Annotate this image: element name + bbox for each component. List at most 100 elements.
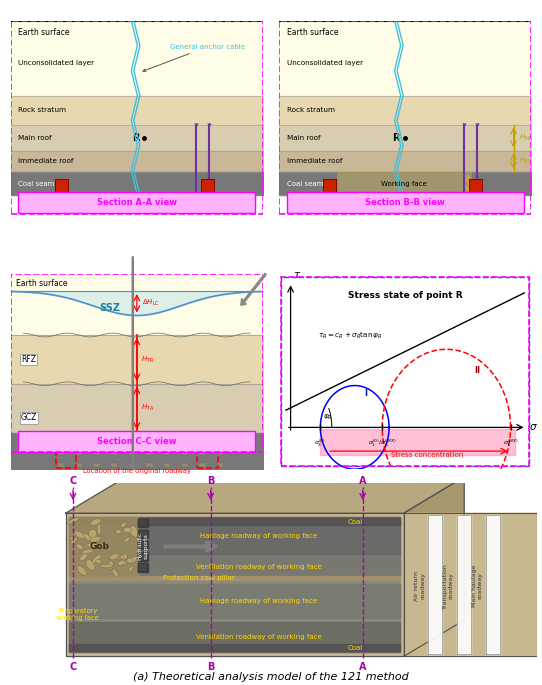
Ellipse shape — [118, 560, 125, 565]
Bar — [337, 172, 470, 195]
Ellipse shape — [90, 536, 101, 542]
Text: SSZ: SSZ — [99, 303, 120, 312]
Bar — [199, 438, 205, 443]
Text: Transportation
roadway: Transportation roadway — [443, 563, 454, 609]
Bar — [182, 462, 188, 466]
Ellipse shape — [108, 563, 114, 569]
Text: Immediate roof: Immediate roof — [287, 158, 342, 164]
Bar — [55, 179, 68, 195]
Text: R: R — [132, 132, 139, 142]
Text: Roadway: Roadway — [192, 197, 223, 203]
Text: Ventilation roadway of working face: Ventilation roadway of working face — [196, 564, 322, 570]
Ellipse shape — [68, 518, 79, 524]
Ellipse shape — [71, 537, 78, 544]
Ellipse shape — [120, 555, 127, 560]
Bar — [164, 450, 170, 455]
Text: $\sigma_3^{(0)}$: $\sigma_3^{(0)}$ — [314, 437, 326, 449]
Text: RFZ: RFZ — [21, 355, 36, 364]
Bar — [199, 462, 205, 466]
Bar — [217, 438, 223, 443]
Text: $H_{\rm TR}$: $H_{\rm TR}$ — [140, 354, 154, 364]
Bar — [128, 450, 135, 455]
Text: $\varphi_R$: $\varphi_R$ — [322, 413, 332, 422]
Text: $H_{\rm CM}$: $H_{\rm CM}$ — [470, 179, 483, 188]
Text: C: C — [69, 662, 76, 673]
Ellipse shape — [89, 530, 96, 538]
Bar — [111, 462, 117, 466]
Ellipse shape — [95, 560, 101, 564]
Polygon shape — [69, 580, 400, 652]
Text: Working face: Working face — [381, 181, 427, 186]
Polygon shape — [69, 622, 400, 652]
Text: Hydraulic
supports: Hydraulic supports — [138, 532, 149, 560]
Text: Roadway: Roadway — [314, 197, 345, 203]
Polygon shape — [69, 584, 400, 618]
Bar — [76, 438, 82, 443]
Ellipse shape — [130, 557, 137, 563]
Polygon shape — [138, 541, 148, 549]
Bar — [164, 462, 170, 466]
Bar — [164, 438, 170, 443]
Polygon shape — [138, 563, 148, 572]
Ellipse shape — [108, 561, 113, 568]
Text: Earth surface: Earth surface — [16, 279, 67, 288]
Bar — [76, 462, 82, 466]
Ellipse shape — [123, 553, 127, 559]
Bar — [182, 450, 188, 455]
Polygon shape — [69, 575, 400, 580]
Bar — [76, 450, 82, 455]
Bar — [199, 450, 205, 455]
Text: Coal seam: Coal seam — [18, 181, 55, 186]
Text: $\tau$: $\tau$ — [293, 270, 301, 279]
Text: R: R — [392, 132, 400, 142]
Bar — [279, 21, 531, 214]
Polygon shape — [66, 513, 404, 656]
Polygon shape — [69, 645, 400, 651]
Text: I: I — [364, 389, 367, 398]
Ellipse shape — [76, 544, 83, 549]
Polygon shape — [404, 477, 464, 656]
Text: Stress concentration: Stress concentration — [391, 451, 463, 458]
Text: $\sigma$: $\sigma$ — [529, 423, 538, 432]
Ellipse shape — [100, 564, 113, 568]
Text: $\sigma_1^{(MX)}$: $\sigma_1^{(MX)}$ — [502, 437, 519, 449]
Text: Earth surface: Earth surface — [287, 27, 338, 36]
Ellipse shape — [124, 537, 130, 543]
Bar — [323, 179, 336, 195]
Text: Ventilation roadway of working face: Ventilation roadway of working face — [196, 634, 322, 640]
Text: Rock stratum: Rock stratum — [287, 108, 335, 113]
Text: Roadway: Roadway — [46, 197, 77, 203]
Text: Earth surface: Earth surface — [18, 27, 70, 36]
Text: Gob: Gob — [89, 542, 109, 551]
Bar — [58, 462, 64, 466]
Ellipse shape — [74, 531, 85, 538]
Text: Section C-C view: Section C-C view — [97, 437, 177, 446]
Bar — [217, 450, 223, 455]
Ellipse shape — [86, 560, 95, 571]
Text: $\tau_R = c_R + \sigma_R \tan\varphi_R$: $\tau_R = c_R + \sigma_R \tan\varphi_R$ — [318, 331, 383, 341]
Bar — [146, 450, 153, 455]
Polygon shape — [404, 513, 537, 656]
Text: II: II — [474, 366, 480, 375]
Text: Haulage roadway of working face: Haulage roadway of working face — [201, 534, 318, 539]
Ellipse shape — [98, 523, 101, 534]
Text: Preparatory
working face: Preparatory working face — [56, 608, 99, 621]
Ellipse shape — [109, 553, 119, 560]
Text: Haulage roadway of working face: Haulage roadway of working face — [201, 598, 318, 604]
Text: B: B — [207, 476, 214, 486]
Bar — [56, 438, 76, 468]
Text: $H_{\rm IR}$: $H_{\rm IR}$ — [519, 156, 531, 166]
Ellipse shape — [117, 560, 127, 566]
Text: (a) Theoretical analysis model of the 121 method: (a) Theoretical analysis model of the 12… — [133, 671, 409, 682]
Polygon shape — [69, 558, 400, 575]
Text: A: A — [359, 662, 366, 673]
Text: General anchor cable: General anchor cable — [143, 44, 244, 71]
Text: Coal: Coal — [348, 519, 363, 525]
Polygon shape — [69, 517, 400, 553]
Ellipse shape — [112, 569, 118, 577]
Text: Coal: Coal — [348, 645, 363, 651]
Text: $H_{\rm TA}$: $H_{\rm TA}$ — [140, 403, 154, 413]
Ellipse shape — [130, 526, 138, 537]
Bar — [93, 450, 100, 455]
Bar — [111, 450, 117, 455]
